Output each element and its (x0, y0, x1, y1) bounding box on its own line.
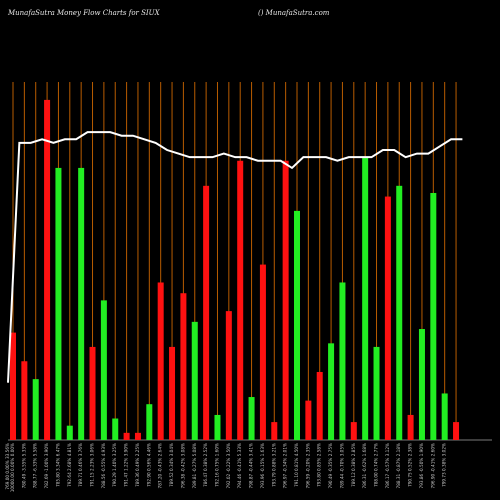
site-credit: () MunafaSutra.com (258, 9, 330, 17)
money-flow-bar (259, 264, 266, 440)
money-flow-bar (373, 346, 380, 440)
money-flow-bar (32, 379, 39, 440)
money-flow-bar (316, 371, 323, 440)
x-tick-label: 791.47 1.22% 3.90% (124, 443, 129, 487)
x-tick-label: 798.87 -0.44% 3.41% (249, 443, 254, 488)
x-tick-label: 786.31 -0.62% 1.68% (362, 443, 367, 488)
money-flow-bar (350, 422, 357, 440)
x-tick-label: 769.00 0.00% 33.56% (5, 443, 10, 490)
x-tick-label: 791.15 2.23% 3.06% (90, 443, 95, 487)
x-tick-label: 782.69 -1.00% 3.90% (44, 443, 49, 488)
x-tick-label: 789.81 -0.27% 5.08% (192, 443, 197, 488)
x-tick-label: 785.80 3.34% 6.47% (55, 443, 60, 487)
money-flow-bar (169, 346, 176, 440)
money-flow-bar (294, 210, 300, 440)
money-flow-bar (157, 282, 164, 440)
x-tick-label: 789.36 0.49% 2.25% (135, 443, 140, 487)
money-flow-bar (237, 160, 244, 440)
x-tick-label: 790.29 1.40% 3.25% (112, 443, 117, 487)
x-tick-label: 787.20 -0.43% 2.64% (158, 443, 163, 488)
x-tick-label: 793.96 -0.15% 1.63% (260, 443, 265, 488)
x-tick-label: 788.56 -0.55% 4.93% (101, 443, 106, 488)
money-flow-bar (384, 196, 391, 440)
money-flow-bar (191, 321, 198, 440)
x-tick-label: 796.38 -0.42% 3.08% (180, 443, 185, 488)
x-tick-label: 789.12 0.38% 2.85% (351, 443, 356, 487)
money-flow-bar (430, 192, 437, 440)
x-tick-label: 796.97 -0.34% 2.01% (283, 443, 288, 488)
money-flow-bar (44, 99, 51, 441)
x-tick-label: 10000.00 0.00% 0.00% (10, 443, 15, 492)
price-line (7, 131, 463, 383)
money-flow-bar (180, 293, 187, 440)
x-tick-label: 789.71 0.46% 3.76% (78, 443, 83, 487)
money-flow-bar (146, 404, 153, 440)
x-tick-label: 780.49 -3.55% 5.33% (21, 443, 26, 488)
money-flow-bar (123, 432, 130, 440)
money-flow-bar (328, 343, 335, 440)
money-flow-bar (55, 167, 62, 441)
x-tick-label: 793.79 0.88% 3.21% (271, 443, 276, 487)
money-flow-bar (134, 432, 141, 440)
x-tick-label: 788.77 -6.33% 5.58% (33, 443, 38, 488)
money-flow-bar (453, 422, 460, 440)
money-flow-bar (112, 418, 119, 440)
money-flow-bar (305, 400, 312, 440)
money-flow-bar (271, 422, 278, 440)
money-flow-bar (100, 300, 107, 440)
money-flow-bar (339, 282, 346, 440)
money-flow-bar (362, 157, 369, 440)
x-tick-label: 786.17 -0.57% 3.12% (385, 443, 390, 488)
x-tick-label: 786.47 0.38% 2.52% (203, 443, 208, 487)
x-tick-label: 799.73 0.38% 3.02% (442, 443, 447, 487)
x-tick-label: 793.80 0.85% 2.58% (317, 443, 322, 487)
chart-title: MunafaSutra Money Flow Charts for SIUX (8, 9, 160, 17)
x-tick-label: 796.59 -0.20% 2.35% (305, 443, 310, 488)
money-flow-bar (89, 346, 96, 440)
x-tick-label: 792.02 -0.22% 3.50% (226, 443, 231, 488)
x-tick-label: 794.46 -0.41% 5.33% (237, 443, 242, 488)
x-tick-label: 788.31 -0.87% 2.18% (396, 443, 401, 488)
money-flow-bar (225, 311, 232, 440)
x-tick-label: 790.49 -0.35% 2.75% (328, 443, 333, 488)
money-flow-bar (214, 414, 221, 440)
money-flow-bar (248, 397, 255, 440)
money-flow-bar (78, 167, 85, 441)
x-tick-label: 791.10 0.81% 4.50% (294, 443, 299, 487)
money-flow-bar (396, 185, 403, 440)
money-flow-bar (66, 425, 73, 440)
x-tick-label: 792.64 2.68% 4.81% (67, 443, 72, 487)
money-flow-bar (282, 160, 289, 440)
x-tick-label: 792.16 0.75% 1.60% (214, 443, 219, 487)
x-tick-label: 793.86 -0.50% 1.90% (419, 443, 424, 488)
x-tick-label: 788.00 0.74% 2.77% (374, 443, 379, 487)
x-tick-label: 796.90 -0.41% 2.60% (430, 443, 435, 488)
x-tick-label: 789.52 0.34% 3.04% (169, 443, 174, 487)
x-tick-label: 789.44 -0.70% 3.05% (339, 443, 344, 488)
money-flow-bar (418, 329, 425, 440)
money-flow-bar (407, 414, 414, 440)
x-tick-label: 792.90 0.56% 4.46% (146, 443, 151, 487)
money-flow-bar (203, 185, 210, 440)
x-tick-label: 790.75 0.52% 2.38% (408, 443, 413, 487)
money-flow-bar (441, 393, 448, 440)
money-flow-bar (21, 361, 28, 440)
money-flow-bar (10, 332, 16, 440)
